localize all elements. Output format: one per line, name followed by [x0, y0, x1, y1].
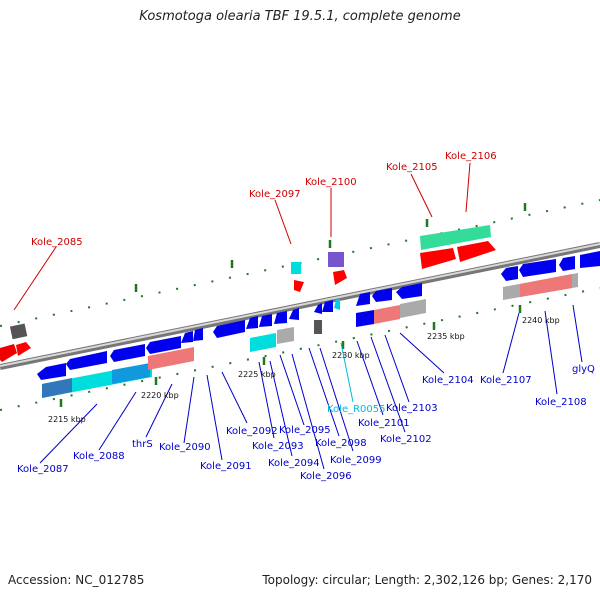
- gene-feature[interactable]: [112, 363, 150, 384]
- gene-feature[interactable]: [314, 303, 322, 314]
- gene-feature[interactable]: [181, 331, 193, 343]
- gene-feature[interactable]: [322, 300, 333, 312]
- gene-feature[interactable]: [37, 363, 66, 380]
- gene-label[interactable]: Kole_2096: [300, 471, 352, 482]
- gene-feature[interactable]: [356, 292, 370, 306]
- gene-feature[interactable]: [328, 252, 344, 267]
- gene-label[interactable]: Kole_R0055: [327, 404, 386, 415]
- gene-feature[interactable]: [372, 288, 392, 302]
- gene-label[interactable]: Kole_2103: [386, 403, 438, 414]
- gene-feature[interactable]: [250, 333, 276, 352]
- gene-label[interactable]: Kole_2107: [480, 375, 532, 386]
- gene-feature[interactable]: [42, 378, 72, 398]
- gene-label[interactable]: Kole_2087: [17, 464, 69, 475]
- accession-label: Accession: NC_012785: [8, 573, 145, 587]
- gene-feature[interactable]: [457, 241, 496, 262]
- reverse-strand-features: [37, 251, 600, 398]
- gene-label[interactable]: Kole_2094: [268, 458, 320, 469]
- gene-label[interactable]: Kole_2101: [358, 418, 410, 429]
- scale-labels: 2215 kbp 2220 kbp 2225 kbp 2230 kbp 2235…: [48, 316, 560, 424]
- tick-track-bottom: [0, 287, 600, 411]
- gene-feature[interactable]: [146, 336, 181, 354]
- gene-feature[interactable]: [213, 320, 245, 338]
- gene-feature[interactable]: [110, 344, 145, 362]
- gene-feature[interactable]: [333, 270, 347, 285]
- gene-feature[interactable]: [193, 328, 203, 341]
- gene-label[interactable]: Kole_2100: [305, 177, 357, 188]
- gene-label[interactable]: thrS: [132, 439, 153, 450]
- scale-label: 2235 kbp: [427, 332, 465, 341]
- gene-feature[interactable]: [289, 308, 299, 320]
- scale-label: 2215 kbp: [48, 415, 86, 424]
- gene-label[interactable]: Kole_2088: [73, 451, 125, 462]
- gene-feature[interactable]: [396, 283, 422, 299]
- gene-feature[interactable]: [501, 266, 518, 281]
- gene-label[interactable]: Kole_2097: [249, 189, 301, 200]
- gene-feature[interactable]: [16, 342, 31, 356]
- gene-feature[interactable]: [274, 311, 287, 324]
- gene-label[interactable]: Kole_2090: [159, 442, 211, 453]
- gene-label[interactable]: Kole_2108: [535, 397, 587, 408]
- gene-feature[interactable]: [520, 274, 572, 297]
- gene-label[interactable]: Kole_2104: [422, 375, 474, 386]
- gene-label[interactable]: Kole_2102: [380, 434, 432, 445]
- major-ticks: [59, 203, 527, 407]
- gene-feature[interactable]: [420, 248, 456, 269]
- gene-feature[interactable]: [559, 256, 575, 271]
- gene-label[interactable]: Kole_2098: [315, 438, 367, 449]
- genome-backbone: [0, 242, 600, 370]
- gene-feature[interactable]: [519, 259, 556, 277]
- gene-feature[interactable]: [314, 320, 322, 334]
- gene-feature[interactable]: [420, 225, 491, 250]
- gene-feature[interactable]: [259, 314, 272, 327]
- scale-label: 2225 kbp: [238, 370, 276, 379]
- gene-label[interactable]: Kole_2085: [31, 237, 83, 248]
- gene-feature[interactable]: [246, 316, 258, 329]
- gene-label[interactable]: Kole_2095: [279, 425, 331, 436]
- gene-feature[interactable]: [294, 280, 304, 292]
- gene-labels-top: Kole_2085 Kole_2097 Kole_2100 Kole_2105 …: [31, 151, 497, 248]
- forward-strand-features: [0, 225, 496, 362]
- gene-label[interactable]: Kole_2106: [445, 151, 497, 162]
- gene-feature[interactable]: [356, 310, 374, 327]
- map-title: Kosmotoga olearia TBF 19.5.1, complete g…: [139, 9, 461, 24]
- gene-feature[interactable]: [9, 323, 28, 340]
- gene-label[interactable]: Kole_2092: [226, 426, 278, 437]
- gene-feature[interactable]: [0, 344, 17, 362]
- gene-label[interactable]: Kole_2099: [330, 455, 382, 466]
- gene-feature[interactable]: [66, 351, 107, 370]
- gene-labels-bottom: Kole_2087 Kole_2088 thrS Kole_2090 Kole_…: [17, 364, 595, 482]
- scale-label: 2240 kbp: [522, 316, 560, 325]
- gene-feature[interactable]: [400, 299, 426, 318]
- gene-feature[interactable]: [374, 305, 400, 324]
- gene-feature[interactable]: [148, 347, 194, 370]
- label-leaders-top: [13, 162, 471, 311]
- genome-summary: Topology: circular; Length: 2,302,126 bp…: [262, 573, 592, 587]
- gene-label[interactable]: Kole_2093: [252, 441, 304, 452]
- label-leaders-bottom: [39, 304, 583, 470]
- gene-label[interactable]: glyQ: [572, 364, 595, 375]
- scale-label: 2220 kbp: [141, 391, 179, 400]
- gene-label[interactable]: Kole_2105: [386, 162, 438, 173]
- gene-feature[interactable]: [334, 299, 340, 310]
- gene-feature[interactable]: [580, 251, 600, 268]
- scale-label: 2230 kbp: [332, 351, 370, 360]
- gene-feature[interactable]: [291, 262, 301, 274]
- gene-label[interactable]: Kole_2091: [200, 461, 252, 472]
- gene-feature[interactable]: [277, 327, 294, 344]
